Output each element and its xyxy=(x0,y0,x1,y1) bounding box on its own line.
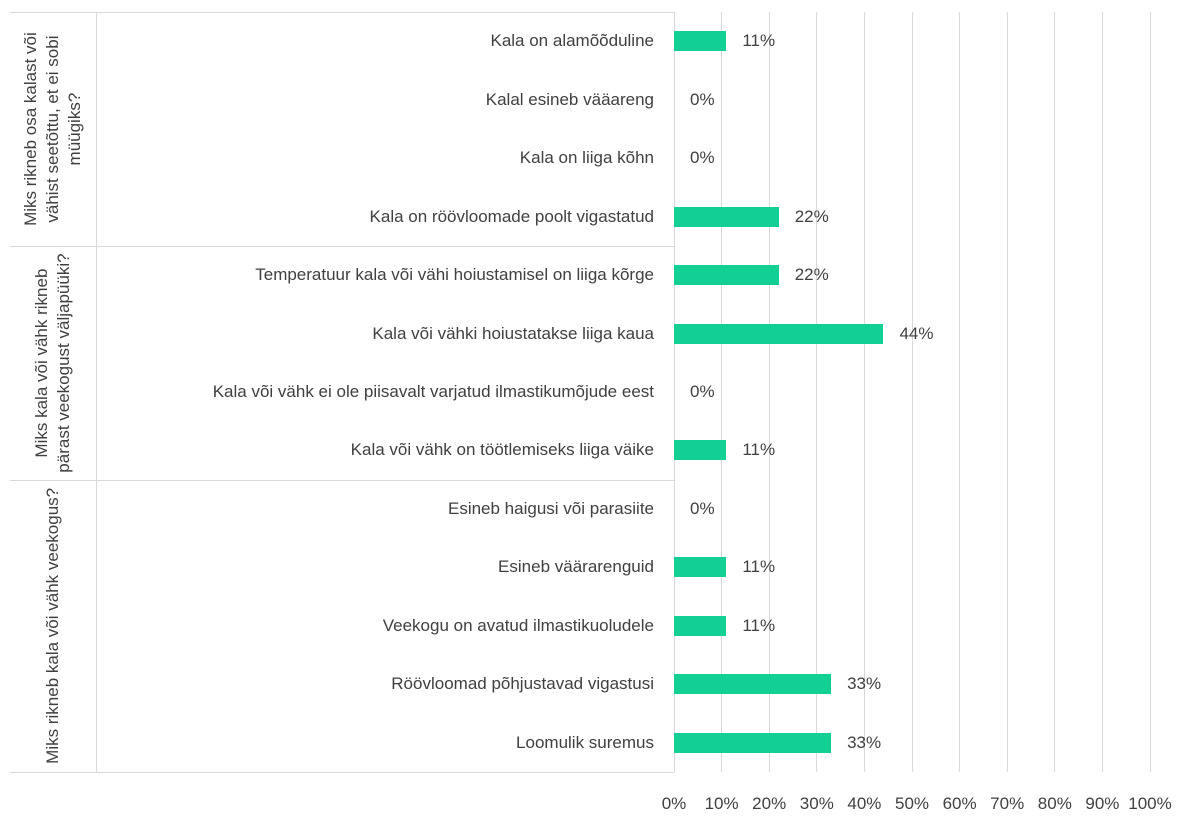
bar xyxy=(674,265,779,286)
category-label: Kala on liiga kõhn xyxy=(519,148,654,168)
group-separator xyxy=(10,245,674,247)
x-tick-label: 80% xyxy=(1037,794,1072,813)
x-tick-label: 0% xyxy=(661,794,687,813)
grid-line xyxy=(1101,12,1103,772)
category-label: Kala on alamõõduline xyxy=(490,31,654,51)
value-label: 22% xyxy=(794,265,829,285)
category-label: Kala või vähk on töötlemiseks liiga väik… xyxy=(350,440,654,460)
grid-line xyxy=(673,12,675,772)
category-label: Kala või vähk ei ole piisavalt varjatud … xyxy=(212,382,654,401)
bar xyxy=(674,615,727,636)
value-label: 44% xyxy=(899,323,934,343)
value-label: 11% xyxy=(742,440,776,460)
x-tick-label: 20% xyxy=(752,794,787,813)
grid-line xyxy=(1149,12,1151,772)
x-tick-label: 50% xyxy=(894,794,930,813)
value-label: 22% xyxy=(794,206,829,226)
grid-line xyxy=(1054,12,1056,772)
group-label: Miks kala või vähk rikneb pärast veekogu… xyxy=(32,253,73,473)
category-label: Loomulik suremus xyxy=(516,732,654,752)
x-tick-label: 10% xyxy=(704,794,739,813)
category-label: Kalal esineb vääareng xyxy=(485,89,654,109)
x-tick-label: 90% xyxy=(1085,794,1120,813)
grid-line xyxy=(721,12,723,772)
group-label: Miks rikneb kala või vähk veekogus? xyxy=(43,487,62,764)
grid-line xyxy=(863,12,865,772)
category-label: Temperatuur kala või vähi hoiustamisel o… xyxy=(255,265,654,285)
value-label: 0% xyxy=(690,382,715,401)
bar xyxy=(674,323,884,344)
grid-line xyxy=(1006,12,1008,772)
axis-line xyxy=(96,12,97,772)
category-label: Kala on röövloomade poolt vigastatud xyxy=(369,206,654,226)
value-label: 11% xyxy=(742,615,776,635)
value-label: 11% xyxy=(742,557,776,577)
x-tick-label: 100% xyxy=(1128,794,1172,813)
grid-line xyxy=(816,12,818,772)
category-label: Kala või vähki hoiustatakse liiga kaua xyxy=(372,323,654,343)
group-separator xyxy=(10,772,674,773)
category-label: Esineb haigusi või parasiite xyxy=(447,498,654,518)
category-label: Röövloomad põhjustavad vigastusi xyxy=(391,674,654,694)
group-separator xyxy=(10,12,674,13)
bar xyxy=(674,31,727,52)
bar xyxy=(674,732,832,753)
bar xyxy=(674,440,727,461)
bar xyxy=(674,674,832,695)
value-label: 0% xyxy=(690,498,715,518)
group-label: Miks rikneb osa kalast või vähist seetõt… xyxy=(21,32,84,226)
category-label: Esineb väärarenguid xyxy=(498,557,654,577)
x-tick-label: 40% xyxy=(847,794,882,813)
value-label: 33% xyxy=(847,674,882,694)
grid-line xyxy=(911,12,913,772)
category-label: Veekogu on avatud ilmastikuoludele xyxy=(382,615,654,635)
value-label: 11% xyxy=(742,31,776,51)
x-tick-label: 60% xyxy=(942,794,977,813)
bar xyxy=(674,557,727,578)
value-label: 33% xyxy=(847,732,882,752)
x-tick-label: 70% xyxy=(990,794,1025,813)
grid-line xyxy=(768,12,770,772)
value-label: 0% xyxy=(690,148,715,168)
value-label: 0% xyxy=(690,89,715,109)
grid-line xyxy=(959,12,961,772)
bar xyxy=(674,206,779,227)
group-separator xyxy=(10,479,674,481)
x-tick-label: 30% xyxy=(799,794,834,813)
